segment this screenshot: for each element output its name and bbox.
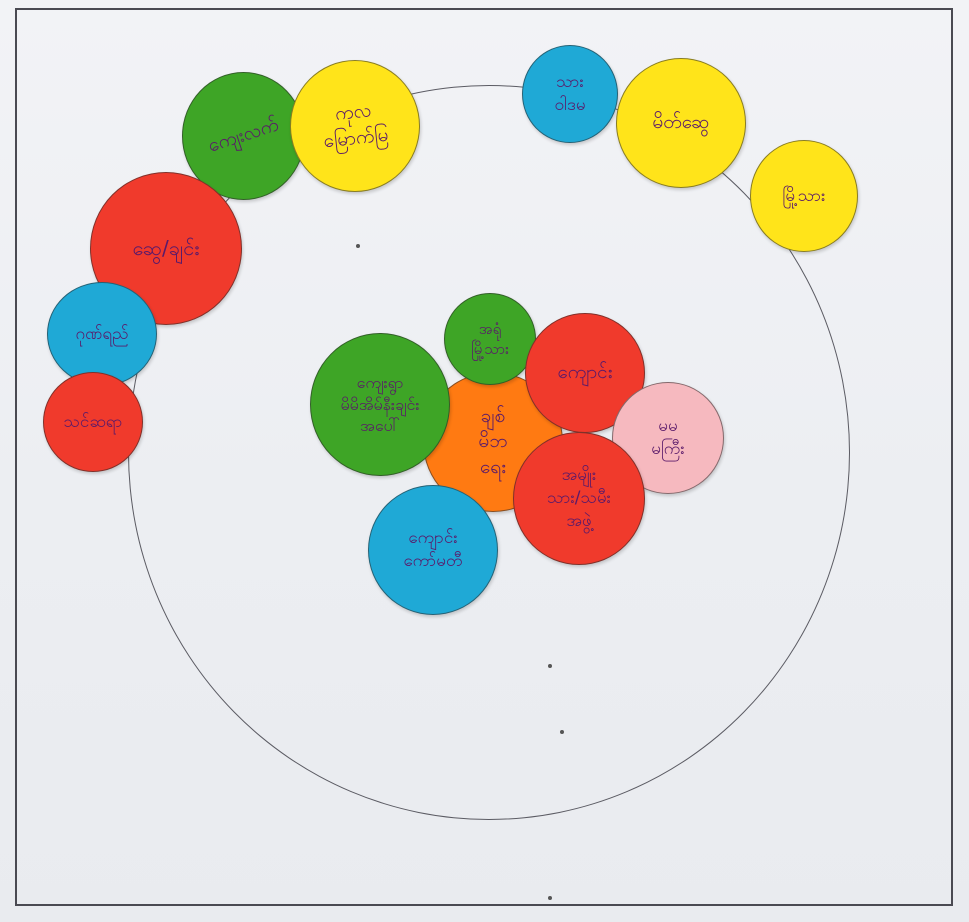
circle-c1: ကျေးလက် xyxy=(182,72,305,200)
circle-c11: ကျေးရွာ မိမိအိမ်နီးချင်း အပေါ် xyxy=(310,333,450,476)
circle-label: မိတ်ဆွေ xyxy=(652,111,710,134)
circle-label: သား ဝါဒမ xyxy=(554,72,586,115)
pencil-dot xyxy=(356,244,360,248)
pencil-dot xyxy=(548,664,552,668)
pencil-dot xyxy=(548,896,552,900)
circle-c7: ဂုဏ်ရည် xyxy=(47,282,157,386)
circle-label: မမ မကြီး xyxy=(651,416,685,459)
circle-c5: မြို့သား xyxy=(750,140,858,252)
circle-c4: မိတ်ဆွေ xyxy=(616,58,746,188)
circle-label: ဆွေ/ချင်း xyxy=(132,236,200,260)
circle-c14: အမျိုး သား/သမီး အဖွဲ့ xyxy=(513,432,645,565)
circle-label: ကျေးရွာ မိမိအိမ်နီးချင်း အပေါ် xyxy=(340,373,420,436)
circle-c9: အရုံ မြို့သား xyxy=(444,293,536,385)
circle-label: သင်ဆရာ xyxy=(63,411,123,432)
circle-label: ကျောင်း xyxy=(557,361,613,384)
circle-label: ကျေးလက် xyxy=(205,113,282,157)
circle-label: အရုံ မြို့သား xyxy=(471,319,509,358)
pencil-dot xyxy=(560,730,564,734)
circle-label: မြို့သား xyxy=(782,185,826,206)
paper-frame xyxy=(15,8,953,906)
circle-c3: သား ဝါဒမ xyxy=(522,45,618,143)
circle-label: ဂုဏ်ရည် xyxy=(75,323,129,344)
circle-label: အမျိုး သား/သမီး အဖွဲ့ xyxy=(547,465,611,531)
circle-label: ချစ် မိဘ ရေး xyxy=(478,404,508,478)
circle-c8: သင်ဆရာ xyxy=(43,372,143,472)
circle-label: ကျောင်း ကော်မတီ xyxy=(403,528,463,571)
circle-c15: ကျောင်း ကော်မတီ xyxy=(368,485,498,615)
circle-label: ကုလ မြောက်မြ xyxy=(322,99,390,153)
circle-c2: ကုလ မြောက်မြ xyxy=(290,60,420,192)
